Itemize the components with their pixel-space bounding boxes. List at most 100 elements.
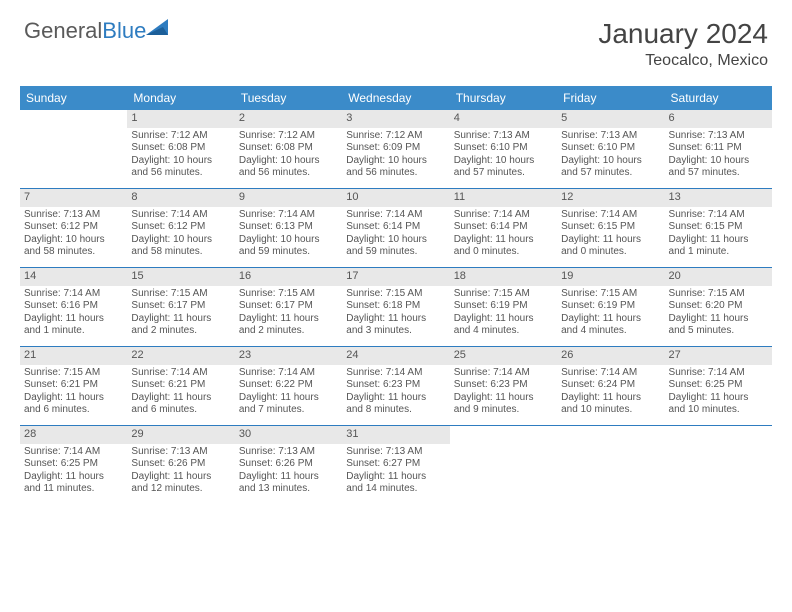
- day-cell: 3Sunrise: 7:12 AMSunset: 6:09 PMDaylight…: [342, 110, 449, 188]
- day-number: 21: [20, 347, 127, 365]
- daylight-line2: and 59 minutes.: [239, 246, 340, 259]
- sunrise: Sunrise: 7:15 AM: [131, 288, 232, 301]
- sunset: Sunset: 6:12 PM: [131, 221, 232, 234]
- header: GeneralBlue January 2024 Teocalco, Mexic…: [0, 0, 792, 78]
- sunrise: Sunrise: 7:12 AM: [239, 130, 340, 143]
- sunset: Sunset: 6:25 PM: [669, 379, 770, 392]
- day-number: 27: [665, 347, 772, 365]
- day-number: 6: [665, 110, 772, 128]
- week-row: 28Sunrise: 7:14 AMSunset: 6:25 PMDayligh…: [20, 426, 772, 504]
- day-number: 5: [557, 110, 664, 128]
- day-cell: 19Sunrise: 7:15 AMSunset: 6:19 PMDayligh…: [557, 268, 664, 346]
- sunrise: Sunrise: 7:14 AM: [24, 446, 125, 459]
- day-cell: 29Sunrise: 7:13 AMSunset: 6:26 PMDayligh…: [127, 426, 234, 504]
- daylight-line2: and 14 minutes.: [346, 483, 447, 496]
- day-number: 13: [665, 189, 772, 207]
- daylight-line2: and 8 minutes.: [346, 404, 447, 417]
- daylight-line2: and 7 minutes.: [239, 404, 340, 417]
- day-number: 31: [342, 426, 449, 444]
- daylight-line1: Daylight: 11 hours: [346, 471, 447, 484]
- daylight-line2: and 3 minutes.: [346, 325, 447, 338]
- sunset: Sunset: 6:11 PM: [669, 142, 770, 155]
- sunrise: Sunrise: 7:13 AM: [24, 209, 125, 222]
- daylight-line2: and 10 minutes.: [669, 404, 770, 417]
- day-cell: 5Sunrise: 7:13 AMSunset: 6:10 PMDaylight…: [557, 110, 664, 188]
- sunset: Sunset: 6:19 PM: [561, 300, 662, 313]
- day-number: 28: [20, 426, 127, 444]
- week-row: 1Sunrise: 7:12 AMSunset: 6:08 PMDaylight…: [20, 110, 772, 189]
- sunrise: Sunrise: 7:14 AM: [239, 209, 340, 222]
- day-cell: 23Sunrise: 7:14 AMSunset: 6:22 PMDayligh…: [235, 347, 342, 425]
- weekday-friday: Friday: [557, 86, 664, 110]
- day-cell: 21Sunrise: 7:15 AMSunset: 6:21 PMDayligh…: [20, 347, 127, 425]
- sunrise: Sunrise: 7:14 AM: [561, 209, 662, 222]
- day-cell: 16Sunrise: 7:15 AMSunset: 6:17 PMDayligh…: [235, 268, 342, 346]
- sunset: Sunset: 6:21 PM: [131, 379, 232, 392]
- daylight-line1: Daylight: 11 hours: [131, 471, 232, 484]
- daylight-line1: Daylight: 11 hours: [561, 392, 662, 405]
- brand-text: GeneralBlue: [24, 18, 146, 44]
- sunrise: Sunrise: 7:13 AM: [669, 130, 770, 143]
- daylight-line2: and 56 minutes.: [346, 167, 447, 180]
- sunrise: Sunrise: 7:14 AM: [669, 209, 770, 222]
- day-cell: 20Sunrise: 7:15 AMSunset: 6:20 PMDayligh…: [665, 268, 772, 346]
- day-number: 4: [450, 110, 557, 128]
- sunset: Sunset: 6:18 PM: [346, 300, 447, 313]
- daylight-line1: Daylight: 11 hours: [24, 392, 125, 405]
- empty-cell: [665, 426, 772, 504]
- day-number: 8: [127, 189, 234, 207]
- sunrise: Sunrise: 7:12 AM: [131, 130, 232, 143]
- daylight-line2: and 10 minutes.: [561, 404, 662, 417]
- daylight-line1: Daylight: 11 hours: [239, 392, 340, 405]
- day-cell: 7Sunrise: 7:13 AMSunset: 6:12 PMDaylight…: [20, 189, 127, 267]
- month-title: January 2024: [598, 18, 768, 50]
- daylight-line1: Daylight: 10 hours: [454, 155, 555, 168]
- sunrise: Sunrise: 7:14 AM: [24, 288, 125, 301]
- sunset: Sunset: 6:22 PM: [239, 379, 340, 392]
- sunset: Sunset: 6:26 PM: [239, 458, 340, 471]
- daylight-line1: Daylight: 10 hours: [561, 155, 662, 168]
- sunset: Sunset: 6:08 PM: [131, 142, 232, 155]
- day-number: 10: [342, 189, 449, 207]
- week-row: 21Sunrise: 7:15 AMSunset: 6:21 PMDayligh…: [20, 347, 772, 426]
- day-number: 22: [127, 347, 234, 365]
- sunrise: Sunrise: 7:14 AM: [561, 367, 662, 380]
- sunrise: Sunrise: 7:14 AM: [131, 209, 232, 222]
- daylight-line2: and 4 minutes.: [561, 325, 662, 338]
- day-cell: 8 Sunrise: 7:14 AMSunset: 6:12 PMDaylight…: [127, 189, 234, 267]
- sunrise: Sunrise: 7:14 AM: [454, 209, 555, 222]
- sunrise: Sunrise: 7:13 AM: [239, 446, 340, 459]
- sunset: Sunset: 6:12 PM: [24, 221, 125, 234]
- sunset: Sunset: 6:24 PM: [561, 379, 662, 392]
- day-number: 1: [127, 110, 234, 128]
- daylight-line1: Daylight: 10 hours: [131, 234, 232, 247]
- sunrise: Sunrise: 7:15 AM: [669, 288, 770, 301]
- day-cell: 22Sunrise: 7:14 AMSunset: 6:21 PMDayligh…: [127, 347, 234, 425]
- day-number: 26: [557, 347, 664, 365]
- daylight-line1: Daylight: 11 hours: [561, 313, 662, 326]
- daylight-line1: Daylight: 11 hours: [131, 313, 232, 326]
- daylight-line2: and 59 minutes.: [346, 246, 447, 259]
- week-row: 14Sunrise: 7:14 AMSunset: 6:16 PMDayligh…: [20, 268, 772, 347]
- sunset: Sunset: 6:17 PM: [239, 300, 340, 313]
- title-block: January 2024 Teocalco, Mexico: [598, 18, 768, 70]
- weekday-thursday: Thursday: [450, 86, 557, 110]
- daylight-line2: and 56 minutes.: [131, 167, 232, 180]
- day-number: 23: [235, 347, 342, 365]
- daylight-line1: Daylight: 11 hours: [561, 234, 662, 247]
- triangle-icon: [146, 17, 172, 42]
- day-number: 9: [235, 189, 342, 207]
- daylight-line2: and 0 minutes.: [454, 246, 555, 259]
- sunset: Sunset: 6:23 PM: [346, 379, 447, 392]
- sunset: Sunset: 6:20 PM: [669, 300, 770, 313]
- sunset: Sunset: 6:10 PM: [561, 142, 662, 155]
- sunrise: Sunrise: 7:15 AM: [561, 288, 662, 301]
- day-cell: 24Sunrise: 7:14 AMSunset: 6:23 PMDayligh…: [342, 347, 449, 425]
- daylight-line1: Daylight: 10 hours: [669, 155, 770, 168]
- day-cell: 9Sunrise: 7:14 AMSunset: 6:13 PMDaylight…: [235, 189, 342, 267]
- daylight-line2: and 1 minute.: [669, 246, 770, 259]
- daylight-line2: and 0 minutes.: [561, 246, 662, 259]
- day-cell: 15Sunrise: 7:15 AMSunset: 6:17 PMDayligh…: [127, 268, 234, 346]
- daylight-line2: and 5 minutes.: [669, 325, 770, 338]
- daylight-line1: Daylight: 11 hours: [131, 392, 232, 405]
